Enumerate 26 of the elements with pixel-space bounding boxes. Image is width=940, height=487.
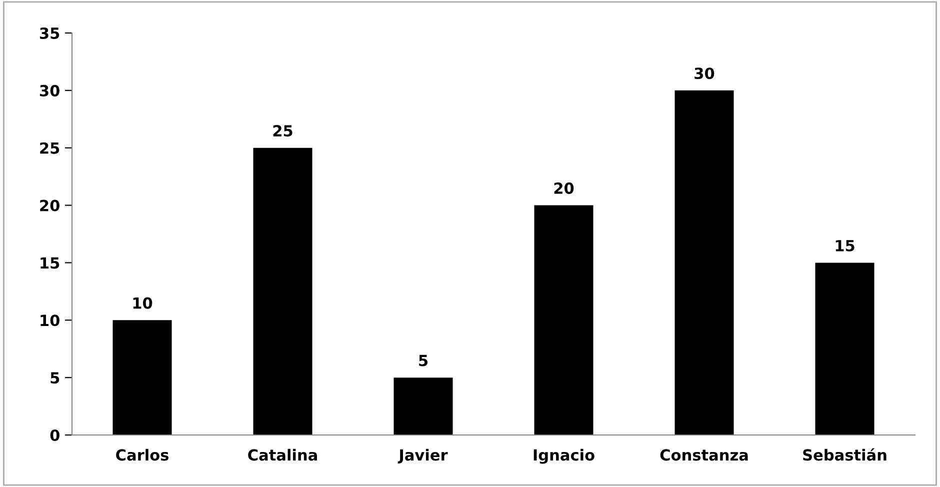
bar: [253, 148, 312, 435]
x-tick-label: Sebastián: [803, 448, 886, 461]
data-label: 10: [133, 297, 152, 309]
bar: [534, 205, 594, 435]
data-label: 20: [554, 182, 574, 194]
bar: [815, 262, 874, 435]
x-tick-label: Catalina: [248, 448, 317, 461]
bar: [112, 320, 172, 435]
bar: [674, 90, 734, 435]
x-tick-label: Javier: [398, 448, 448, 464]
y-tick-label: 20: [40, 200, 60, 212]
y-tick-label: 30: [40, 84, 60, 96]
data-label: 15: [836, 240, 854, 252]
data-label: 25: [273, 125, 292, 137]
y-tick-label: 5: [50, 372, 60, 384]
y-tick-label: 0: [50, 429, 60, 442]
y-tick-label: 15: [40, 257, 60, 269]
y-tick-label: 25: [40, 142, 60, 154]
data-label: 5: [419, 354, 428, 366]
bar: [394, 378, 453, 435]
x-tick-label: Carlos: [116, 448, 168, 461]
y-tick-label: 35: [40, 27, 60, 40]
data-label: 30: [694, 68, 714, 80]
y-tick-label: 10: [40, 314, 60, 326]
x-tick-label: Ignacio: [534, 448, 594, 464]
x-tick-label: Constanza: [660, 449, 748, 461]
